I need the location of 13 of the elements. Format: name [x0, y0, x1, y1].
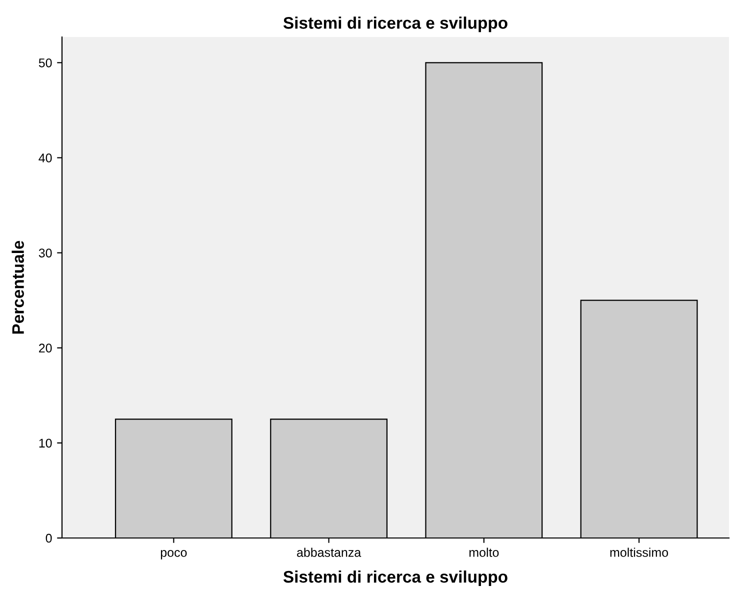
y-axis-title: Percentuale: [12, 240, 24, 334]
y-tick-label: 50: [38, 58, 52, 68]
x-tick-label: abbastanza: [297, 548, 362, 557]
y-tick-label: 30: [38, 248, 52, 258]
y-tick-label: 10: [39, 438, 52, 448]
y-tick-label: 40: [38, 154, 52, 162]
y-tick-label: 20: [39, 344, 52, 353]
chart-title: Sistemi di ricerca e sviluppo: [283, 16, 508, 32]
y-tick-label: 0: [46, 534, 52, 543]
x-tick-label: molto: [469, 548, 499, 557]
x-axis-title: Sistemi di ricerca e sviluppo: [283, 570, 508, 586]
x-tick-label: poco: [160, 550, 187, 560]
x-tick-label: moltissimo: [610, 548, 668, 557]
